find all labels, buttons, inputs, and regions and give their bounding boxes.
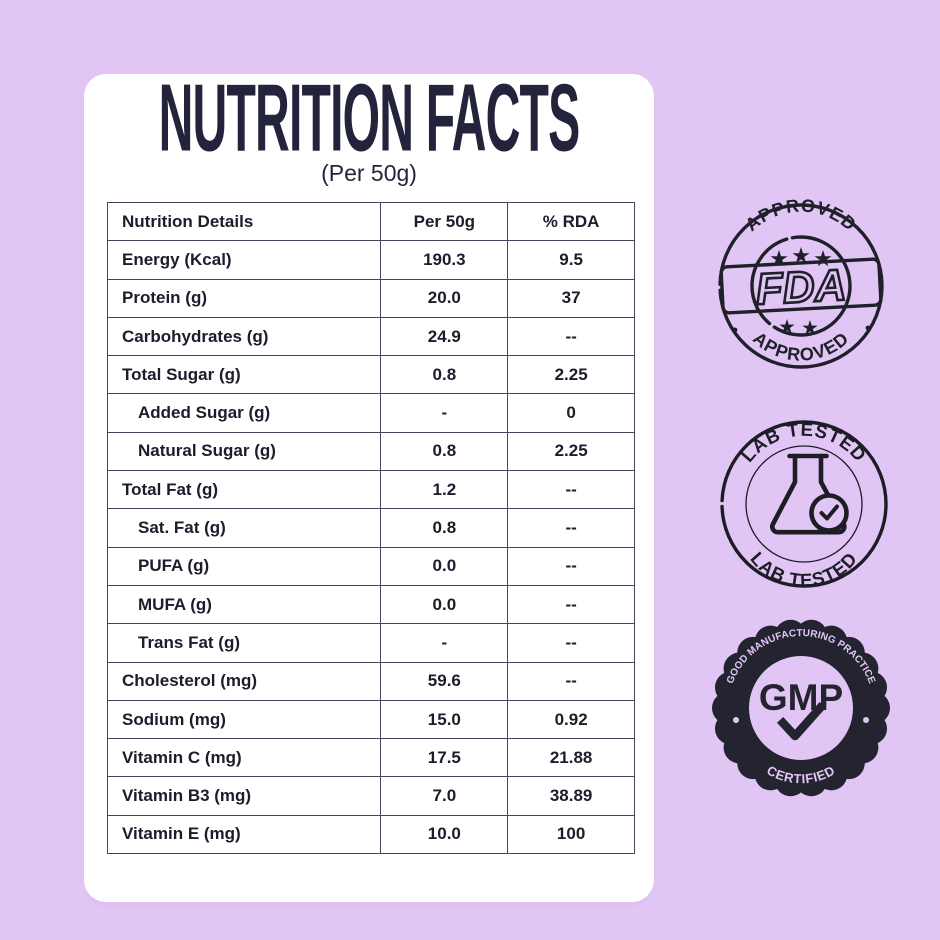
svg-text:GMP: GMP (759, 677, 843, 718)
svg-text:LAB TESTED: LAB TESTED (747, 548, 862, 591)
svg-text:APPROVED: APPROVED (742, 195, 861, 235)
svg-text:FDA: FDA (755, 261, 848, 315)
svg-text:LAB TESTED: LAB TESTED (737, 419, 871, 466)
